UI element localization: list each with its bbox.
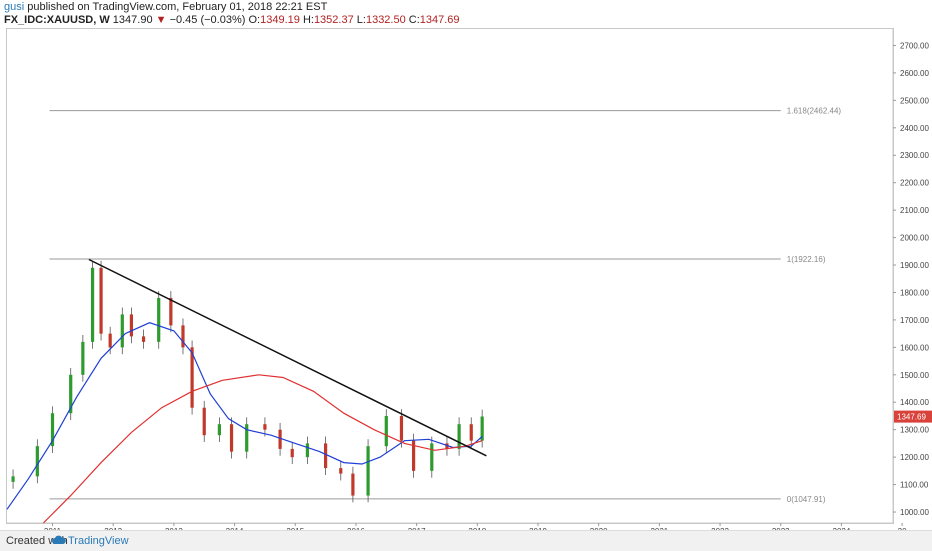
y-tick-label: 1800.00 xyxy=(900,288,929,297)
tradingview-brand-link[interactable]: TradingView xyxy=(68,535,129,547)
candle-body xyxy=(323,443,328,469)
symbol-label: FX_IDC:XAUUSD, W xyxy=(4,14,110,26)
candle-body xyxy=(190,347,194,408)
candle-body xyxy=(217,424,221,436)
y-tick-label: 2300.00 xyxy=(900,151,929,160)
candle-body xyxy=(90,267,95,342)
y-tick-label: 1200.00 xyxy=(900,453,929,462)
y-tick-label: 1300.00 xyxy=(900,426,929,435)
y-tick-label: 2100.00 xyxy=(900,206,929,215)
y-tick-label: 1500.00 xyxy=(900,371,929,380)
trendline-series-line xyxy=(88,258,487,457)
published-text: published on TradingView.com, February 0… xyxy=(27,1,328,13)
low-label: L: xyxy=(356,14,366,26)
y-tick-label: 1000.00 xyxy=(900,508,929,517)
y-tick-label: 2600.00 xyxy=(900,69,929,78)
price-change: −0.45 (−0.03%) xyxy=(169,14,246,26)
candle-body xyxy=(399,415,404,441)
candle-body xyxy=(480,416,484,441)
candle-body xyxy=(169,297,173,326)
y-tick-label: 1400.00 xyxy=(900,398,929,407)
candle-body xyxy=(108,333,112,348)
created-with-label: Created with xyxy=(6,535,68,547)
candle-body xyxy=(99,267,103,334)
candle-body xyxy=(35,446,39,477)
high-label: H: xyxy=(302,14,314,26)
candle-body xyxy=(157,297,161,342)
author-link[interactable]: gusi xyxy=(4,1,25,13)
open-value: 1349.19 xyxy=(260,14,300,26)
y-tick-label: 1900.00 xyxy=(900,261,929,270)
candle-body xyxy=(263,424,267,430)
current-price-badge xyxy=(894,410,932,423)
candle-body xyxy=(11,476,15,482)
down-arrow-icon: ▼ xyxy=(155,14,167,26)
candle-body xyxy=(339,468,343,474)
open-label: O: xyxy=(248,14,261,26)
candle-body xyxy=(469,424,473,441)
fib-level-label: 1(1922.16) xyxy=(787,255,826,264)
candle-body xyxy=(305,443,309,458)
high-value: 1352.37 xyxy=(313,14,354,26)
y-tick-label: 2400.00 xyxy=(900,124,929,133)
footer-bar: Created with TradingView xyxy=(0,530,932,551)
candle-body xyxy=(141,336,146,342)
fib-level-label: 1.618(2462.44) xyxy=(787,107,842,116)
candle-body xyxy=(120,314,124,348)
candle-body xyxy=(351,473,355,496)
fib-level-label: 0(1047.91) xyxy=(787,495,826,504)
candle-body xyxy=(278,429,282,449)
y-tick-label: 2700.00 xyxy=(900,41,929,50)
close-label: C: xyxy=(408,14,420,26)
y-tick-label: 1600.00 xyxy=(900,343,929,352)
candle-body xyxy=(69,374,73,414)
ma_slow-series-line xyxy=(42,374,483,524)
current-price-label: 1347.69 xyxy=(897,413,926,422)
y-tick-label: 2500.00 xyxy=(900,96,929,105)
close-value: 1347.69 xyxy=(419,14,460,26)
candle-body xyxy=(81,341,85,375)
last-price: 1347.90 xyxy=(112,14,153,26)
candle-body xyxy=(457,424,461,449)
y-tick-label: 2000.00 xyxy=(900,234,929,243)
candle-body xyxy=(181,325,185,348)
ma_fast-series-line xyxy=(6,322,483,510)
candle-body xyxy=(50,413,55,447)
y-tick-label: 2200.00 xyxy=(900,179,929,188)
y-tick-label: 1100.00 xyxy=(900,481,929,490)
candle-body xyxy=(445,443,449,449)
candle-body xyxy=(202,407,206,436)
candle-body xyxy=(366,446,370,496)
candle-body xyxy=(384,415,388,447)
tradingview-cloud-icon xyxy=(52,535,66,548)
low-value: 1332.50 xyxy=(365,14,406,26)
candle-body xyxy=(430,443,434,471)
y-tick-label: 1700.00 xyxy=(900,316,929,325)
publish-line: gusi published on TradingView.com, Febru… xyxy=(4,1,327,13)
candle-body xyxy=(290,448,294,458)
candle-body xyxy=(411,440,416,471)
symbol-line: FX_IDC:XAUUSD, W 1347.90 ▼ −0.45 (−0.03%… xyxy=(4,14,460,26)
candle-body xyxy=(245,424,249,452)
candle-body xyxy=(129,314,134,337)
candle-body xyxy=(229,424,234,452)
